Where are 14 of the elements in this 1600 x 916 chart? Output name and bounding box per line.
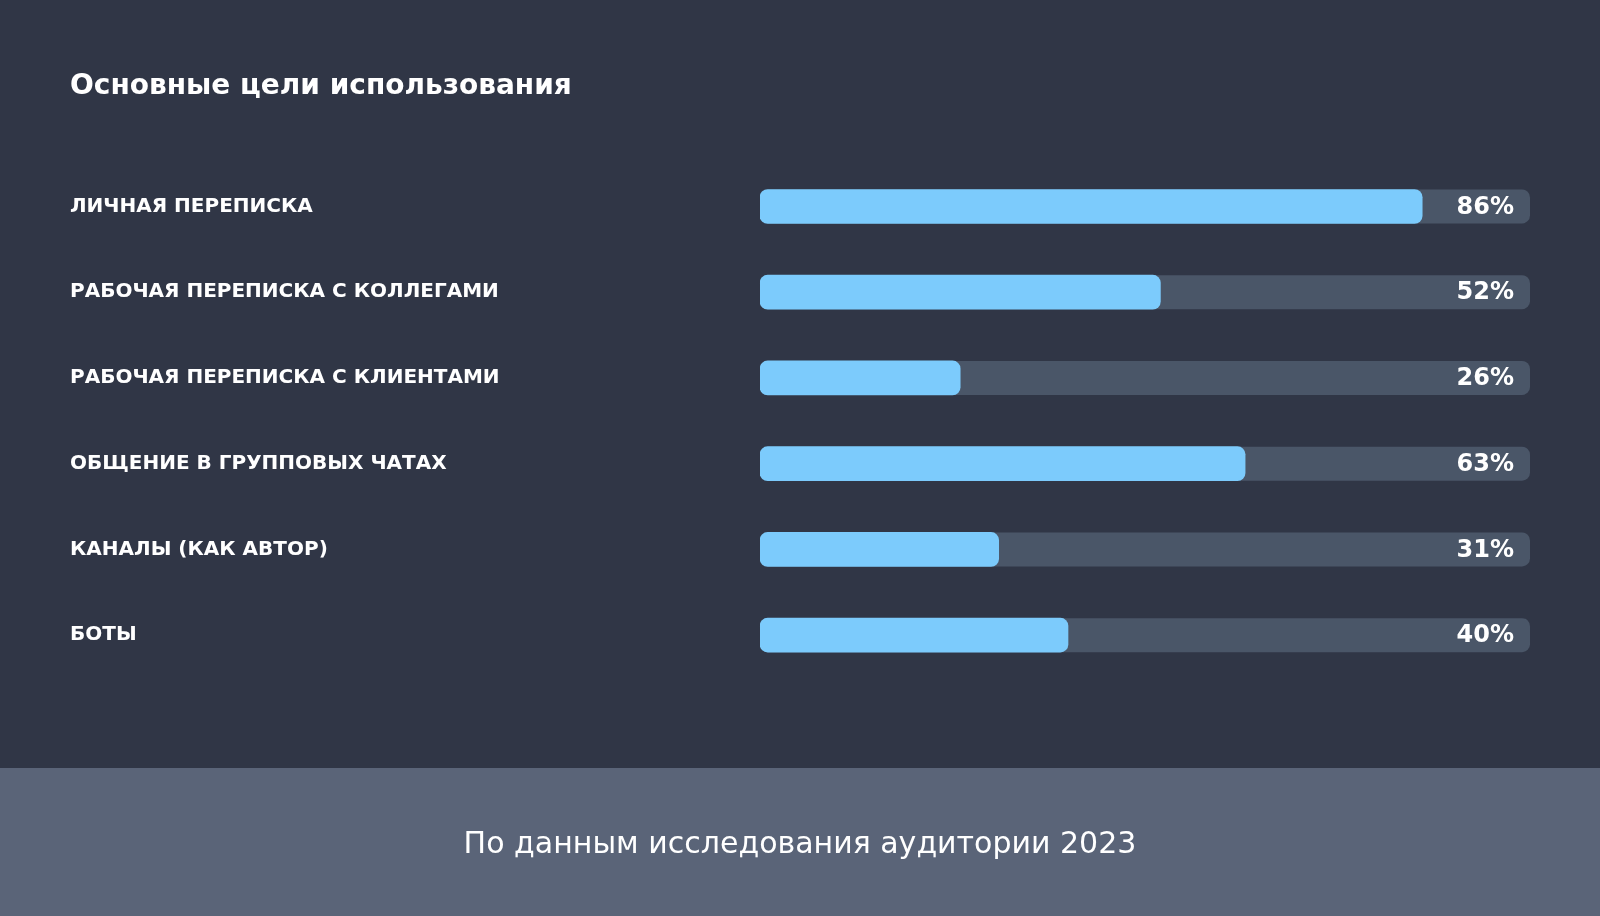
y-tick-label: РАБОЧАЯ ПЕРЕПИСКА С КЛИЕНТАМИ <box>70 364 500 389</box>
data-label: 86% <box>1456 191 1514 220</box>
data-label: 52% <box>1456 277 1514 306</box>
text: По данным исследования аудитории 2023 <box>463 824 1137 860</box>
y-tick-label: БОТЫ <box>70 621 137 646</box>
y-tick-label: ЛИЧНАЯ ПЕРЕПИСКА <box>70 192 314 217</box>
y-tick-label: РАБОЧАЯ ПЕРЕПИСКА С КОЛЛЕГАМИ <box>70 278 499 303</box>
data-label: 63% <box>1456 448 1514 477</box>
data-label: 40% <box>1456 620 1514 649</box>
data-label: 26% <box>1456 363 1514 392</box>
y-tick-label: ОБЩЕНИЕ В ГРУППОВЫХ ЧАТАХ <box>70 449 448 474</box>
y-tick-label: КАНАЛЫ (КАК АВТОР) <box>70 535 328 560</box>
data-label: 31% <box>1456 534 1514 563</box>
text: Основные цели использования <box>70 68 572 102</box>
